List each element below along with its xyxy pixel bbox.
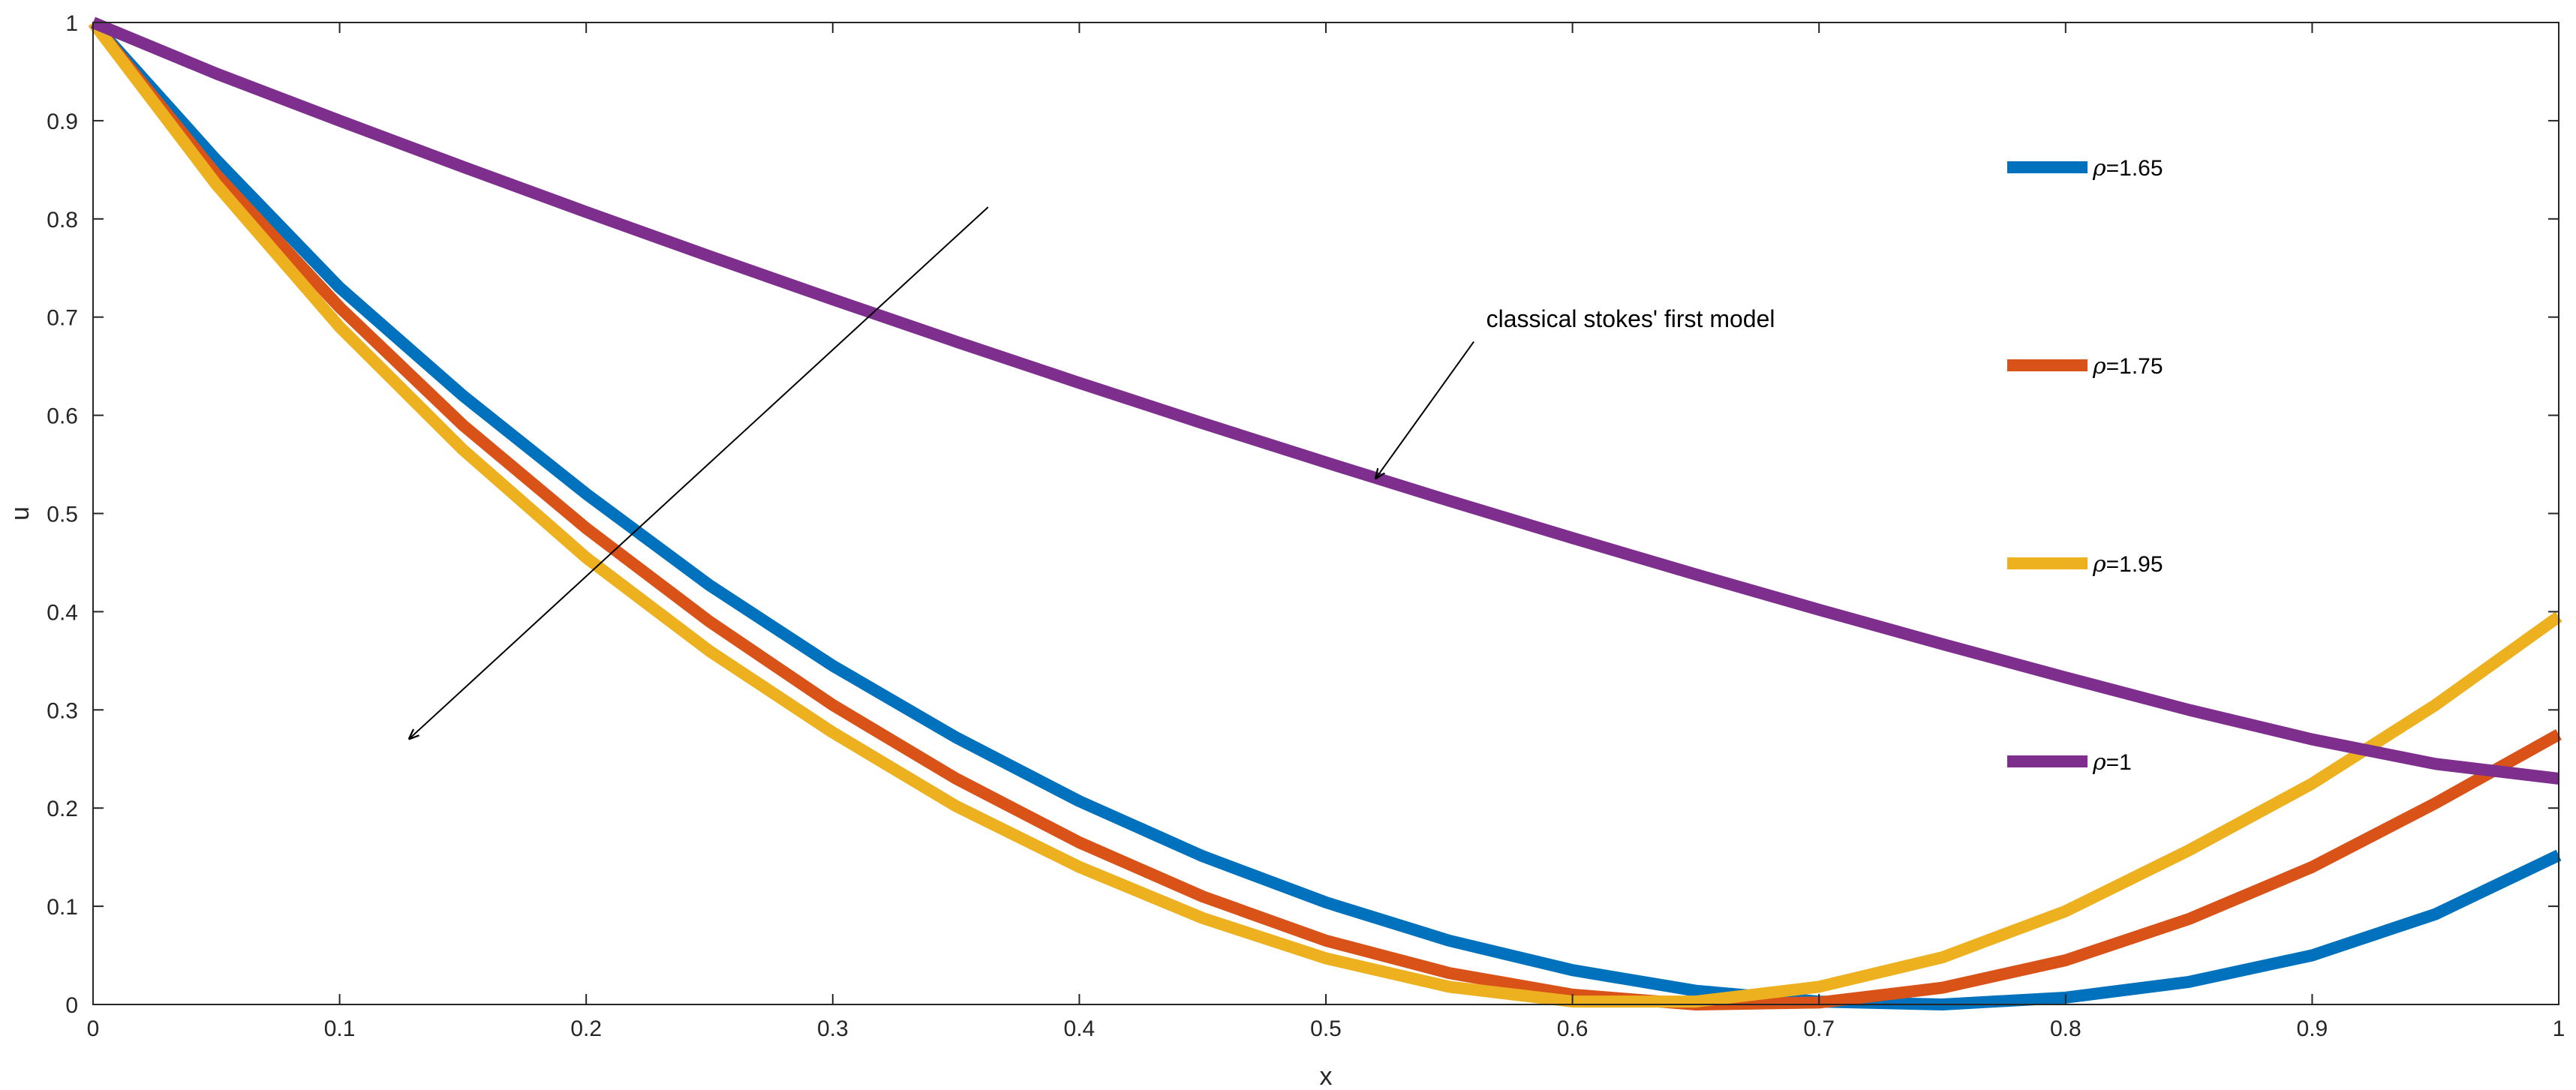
y-tick-label: 0.7 [47, 306, 78, 331]
series-line-2 [88, 18, 2562, 1010]
y-tick-label: 1 [65, 11, 78, 36]
legend-symbol: ρ [2092, 353, 2106, 380]
legend-value: =1.75 [2106, 354, 2163, 379]
legend-label: ρ=1.75 [2092, 353, 2163, 380]
legend-entry-4: ρ=1 [2007, 749, 2132, 776]
y-tick-label: 0.9 [47, 110, 78, 134]
y-tick-label: 0.5 [47, 503, 78, 527]
x-tick-label: 0.2 [570, 1016, 602, 1041]
annotation-arrow-2 [409, 206, 989, 739]
x-tick-label: 0.3 [817, 1016, 849, 1041]
series-line-1 [89, 18, 2562, 1010]
x-tick-label: 1 [2553, 1016, 2565, 1041]
legend-value: =1.65 [2106, 156, 2163, 181]
x-tick-label: 0.5 [1310, 1016, 1342, 1041]
legend-label: ρ=1.65 [2092, 155, 2163, 182]
y-tick-label: 0.4 [47, 600, 78, 625]
legend-label: ρ=1 [2092, 749, 2132, 776]
axes: 0 0.1 0.2 0.3 0.4 0.5 0.6 0.7 0.8 0.9 1 0 0.1 0.2 0.3 0… [6, 11, 2565, 1090]
legend-symbol: ρ [2092, 749, 2106, 776]
y-axis-label: u [6, 506, 35, 521]
x-tick-label: 0 [87, 1016, 100, 1041]
y-tick-label: 0.8 [47, 208, 78, 233]
legend-value: =1.95 [2106, 552, 2163, 577]
legend-label: ρ=1.95 [2092, 551, 2163, 578]
annotation-arrow-1 [1375, 341, 1474, 479]
y-tick-label: 0 [65, 993, 78, 1018]
x-tick-label: 0.8 [2050, 1016, 2082, 1041]
y-tick-label: 0.6 [47, 404, 78, 429]
legend-value: =1 [2106, 750, 2132, 775]
series-line-3 [88, 19, 2562, 1008]
x-tick-label: 0.6 [1557, 1016, 1589, 1041]
x-tick-label: 0.4 [1064, 1016, 1096, 1041]
y-tick-label: 0.1 [47, 895, 78, 920]
x-tick-label: 0.1 [324, 1016, 356, 1041]
annotation-text: classical stokes' first model [1486, 305, 1775, 332]
x-axis-label: x [1320, 1062, 1333, 1090]
y-tick-label: 0.2 [47, 797, 78, 821]
x-tick-label: 0.9 [2297, 1016, 2328, 1041]
legend-symbol: ρ [2092, 155, 2106, 182]
x-tick-label: 0.7 [1803, 1016, 1835, 1041]
legend-entry-3: ρ=1.95 [2007, 551, 2163, 578]
series-layer [88, 17, 2562, 1010]
series-line-4 [90, 17, 2559, 785]
y-tick-label: 0.3 [47, 698, 78, 723]
legend: ρ=1.65ρ=1.75ρ=1.95ρ=1 [2007, 155, 2163, 776]
legend-entry-1: ρ=1.65 [2007, 155, 2163, 182]
annotations: classical stokes' first model [409, 206, 1775, 739]
legend-entry-2: ρ=1.75 [2007, 353, 2163, 380]
legend-symbol: ρ [2092, 551, 2106, 578]
